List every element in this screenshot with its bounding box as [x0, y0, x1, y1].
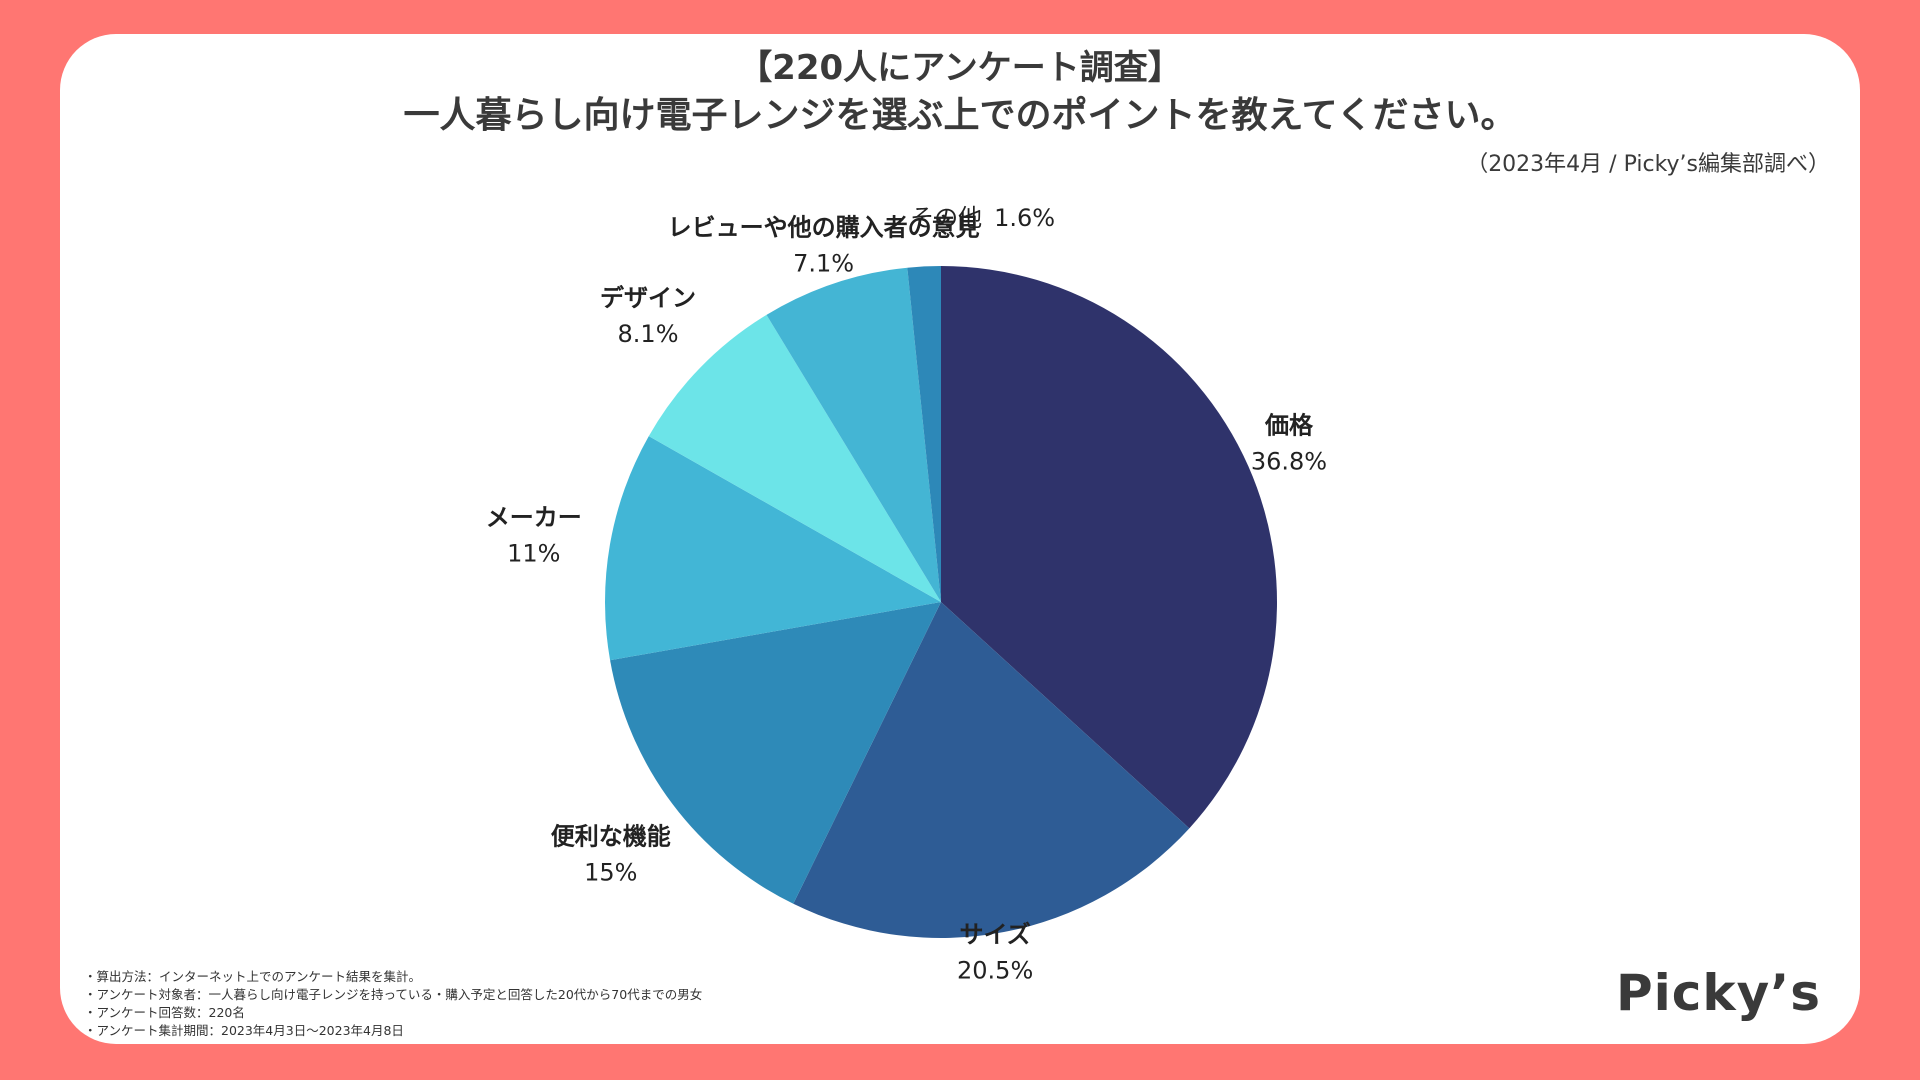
pie-slice — [941, 266, 1278, 829]
note-count: ・アンケート回答数：220名 — [84, 1005, 245, 1020]
slice-value: 20.5% — [957, 957, 1033, 985]
pie-slice — [610, 602, 941, 904]
pie-slice — [793, 602, 1190, 939]
slice-value: 15% — [584, 858, 637, 886]
slice-label: その他 — [910, 204, 982, 232]
slice-label: 価格 — [1264, 411, 1314, 439]
pie-slice — [907, 266, 941, 602]
pie-chart: 価格 36.8% サイズ 20.5% 便利な機能 15% メーカー 11% デザイン 8.1% レビ… — [486, 204, 1327, 985]
note-target: ・アンケート対象者：一人暮らし向け電子レンジを持っている・購入予定と回答した20… — [84, 987, 703, 1002]
slice-value: 7.1% — [793, 250, 854, 278]
source-note: （2023年4月 / Picky’s編集部調べ） — [1466, 152, 1830, 177]
chart-subtitle: 一人暮らし向け電子レンジを選ぶ上でのポイントを教えてください。 — [403, 95, 1517, 136]
pie-slice — [648, 314, 941, 602]
note-method: ・算出方法：インターネット上でのアンケート結果を集計。 — [84, 969, 422, 984]
slice-label: メーカー — [486, 504, 582, 532]
pie-slice — [766, 267, 941, 602]
card: 【220人にアンケート調査】 一人暮らし向け電子レンジを選ぶ上でのポイントを教え… — [60, 34, 1860, 1044]
chart-title: 【220人にアンケート調査】 — [738, 48, 1182, 88]
brand-logo: Picky’s — [1616, 964, 1822, 1022]
slice-label: レビューや他の購入者の意見 — [668, 214, 980, 242]
slice-value: 8.1% — [618, 320, 679, 348]
slice-label: デザイン — [600, 284, 696, 312]
pie-slice — [605, 436, 941, 661]
note-period: ・アンケート集計期間：2023年4月3日〜2023年4月8日 — [84, 1023, 404, 1038]
slice-label: サイズ — [960, 921, 1031, 949]
slice-value: 11% — [507, 540, 560, 568]
survey-notes: ・算出方法：インターネット上でのアンケート結果を集計。 ・アンケート対象者：一人… — [84, 968, 702, 1040]
slice-value: 1.6% — [994, 204, 1055, 232]
slice-value: 36.8% — [1251, 447, 1327, 475]
slice-label: 便利な機能 — [551, 822, 671, 850]
